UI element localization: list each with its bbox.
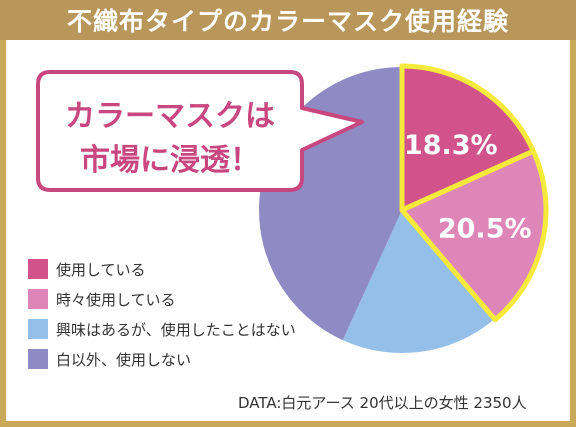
legend-swatch [28, 259, 48, 279]
legend-label: 使用している [56, 260, 146, 279]
callout-line-1: カラーマスクは [65, 99, 275, 134]
legend-label: 時々使用している [56, 290, 176, 309]
title-bar: 不織布タイプのカラーマスク使用経験 [0, 0, 576, 40]
slice-value-label: 18.3% [404, 130, 498, 161]
slice-highlight [399, 148, 549, 323]
legend-label: 興味はあるが、使用したことはない [56, 320, 296, 339]
pie-slice [402, 67, 533, 210]
pie-slice [402, 151, 545, 320]
slice-highlight [399, 63, 536, 213]
legend-swatch [28, 349, 48, 369]
highlight-outline [399, 63, 549, 323]
legend-item: 興味はあるが、使用したことはない [28, 314, 296, 344]
callout-line-2: 市場に浸透！ [80, 143, 260, 178]
legend-item: 使用している [28, 254, 296, 284]
legend-swatch [28, 319, 48, 339]
data-source-note: DATA:白元アース 20代以上の女性 2350人 [238, 394, 527, 412]
slice-labels: 18.3% 20.5% [404, 130, 532, 244]
legend-item: 白以外、使用しない [28, 344, 296, 374]
pie-slice [342, 210, 495, 353]
legend: 使用している時々使用している興味はあるが、使用したことはない 白以外、使用しない [28, 254, 296, 374]
slice-value-label: 20.5% [438, 213, 532, 244]
callout-shape [36, 70, 364, 192]
legend-item: 時々使用している [28, 284, 296, 314]
chart-title: 不織布タイプのカラーマスク使用経験 [66, 7, 509, 36]
legend-swatch [28, 289, 48, 309]
legend-label: 白以外、使用しない [56, 350, 192, 369]
callout-bubble: カラーマスクは 市場に浸透！ [36, 70, 364, 192]
